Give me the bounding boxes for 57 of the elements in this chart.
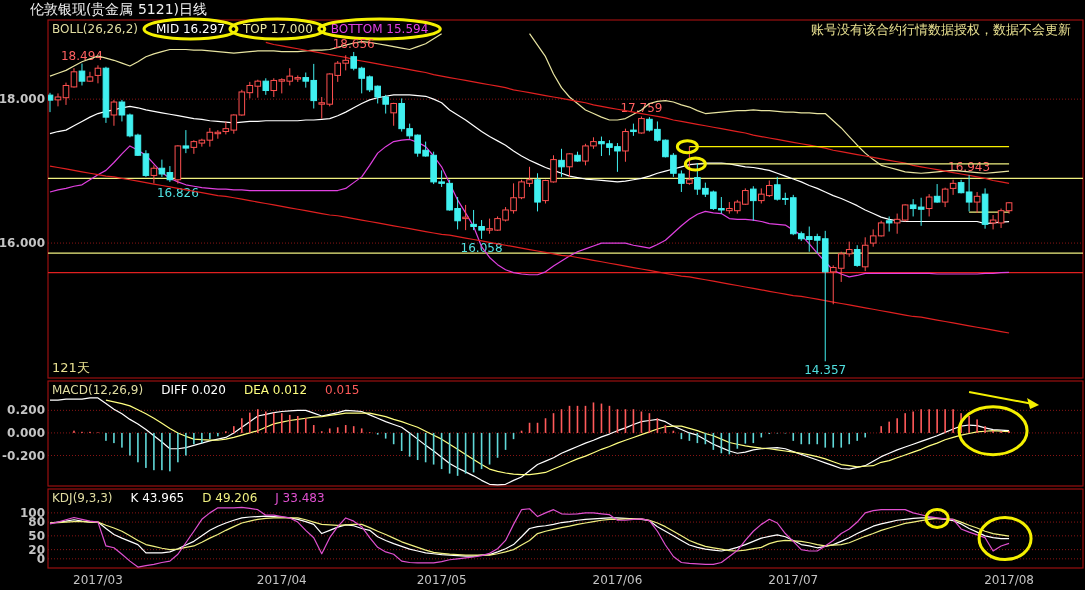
line-series bbox=[49, 517, 1010, 556]
annotation: 账号没有该合约行情数据授权，数据不会更新 bbox=[811, 22, 1071, 37]
candlestick bbox=[933, 183, 941, 204]
y-tick-label: 18.000 bbox=[0, 92, 45, 107]
text: BOTTOM 15.594 bbox=[330, 22, 429, 36]
series-label: D 49.206 bbox=[202, 491, 258, 505]
x-tick-label: 2017/08 bbox=[984, 573, 1034, 587]
text: 0.015 bbox=[325, 383, 360, 397]
candlestick bbox=[686, 146, 693, 186]
line-series bbox=[49, 506, 1010, 568]
y-tick-label: 0.200 bbox=[7, 403, 45, 418]
candlestick bbox=[853, 244, 861, 268]
chart-title: 伦敦银现(贵金属 5121)日线 bbox=[30, 1, 208, 17]
text: K 43.965 bbox=[130, 491, 185, 505]
x-tick-label: 2017/05 bbox=[416, 573, 467, 587]
legend-title: BOLL(26,26,2) bbox=[52, 22, 139, 36]
annotation: 18.494 bbox=[60, 48, 103, 63]
candlestick bbox=[973, 191, 981, 214]
candlestick bbox=[48, 92, 54, 113]
candlestick bbox=[70, 67, 78, 89]
y-tick-label: 0.000 bbox=[7, 425, 45, 440]
legend-title: KDJ(9,3,3) bbox=[52, 491, 113, 505]
annotation: 16.826 bbox=[156, 185, 199, 200]
line-series bbox=[49, 397, 1010, 486]
x-tick-label: 2017/06 bbox=[592, 573, 643, 587]
x-tick-label: 2017/04 bbox=[256, 573, 307, 587]
candlestick bbox=[861, 236, 869, 272]
series-label: TOP 17.000 bbox=[241, 22, 313, 36]
candlestick bbox=[462, 204, 469, 231]
candlestick bbox=[182, 129, 190, 154]
x-tick-label: 2017/07 bbox=[768, 573, 819, 587]
series-label: J 33.483 bbox=[274, 491, 325, 505]
annotation: 121天 bbox=[52, 360, 90, 375]
text: DIFF 0.020 bbox=[161, 383, 226, 397]
text: MID 16.297 bbox=[156, 22, 225, 36]
candlestick bbox=[78, 63, 86, 86]
legend-title: MACD(12,26,9) bbox=[52, 383, 144, 397]
line-series bbox=[105, 399, 1010, 476]
candlestick bbox=[150, 164, 158, 184]
candlestick bbox=[566, 152, 573, 178]
candlestick bbox=[54, 92, 62, 107]
y-tick-label: 16.000 bbox=[0, 236, 45, 251]
x-tick-label: 2017/03 bbox=[73, 573, 123, 587]
candlestick bbox=[62, 82, 70, 106]
candlestick bbox=[110, 99, 118, 127]
series-label: DEA 0.012 bbox=[243, 383, 308, 397]
candlestick bbox=[622, 128, 629, 163]
y-tick-label: -0.200 bbox=[2, 448, 45, 463]
y-tick-label: 50 bbox=[28, 528, 45, 543]
candlestick bbox=[558, 148, 565, 178]
annotation: 16.943 bbox=[948, 160, 991, 175]
candlestick bbox=[925, 193, 933, 217]
annotation: 14.357 bbox=[804, 363, 847, 378]
line-series bbox=[265, 41, 1010, 184]
candlestick bbox=[534, 172, 541, 212]
candlestick bbox=[94, 64, 102, 84]
candlestick bbox=[750, 185, 757, 222]
